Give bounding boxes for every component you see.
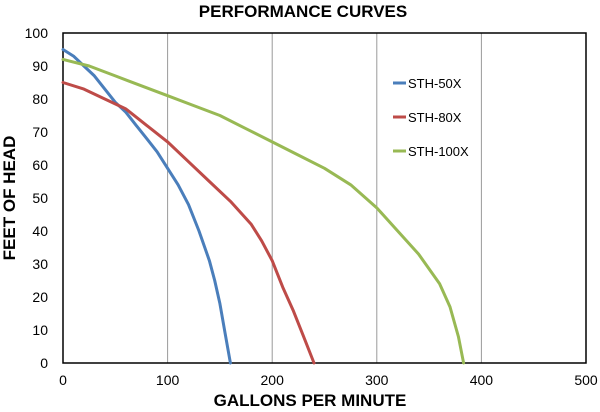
x-axis-ticks: 0 100 200 300 400 500 xyxy=(59,372,598,388)
x-tick-label: 200 xyxy=(261,372,285,388)
legend-label-sth-100x: STH-100X xyxy=(408,144,469,159)
y-tick-label: 80 xyxy=(32,91,48,107)
x-tick-label: 400 xyxy=(470,372,494,388)
legend-label-sth-50x: STH-50X xyxy=(408,76,462,91)
y-tick-label: 30 xyxy=(32,256,48,272)
series-line-sth-100x xyxy=(61,57,466,365)
y-tick-label: 20 xyxy=(32,289,48,305)
legend-label-sth-80x: STH-80X xyxy=(408,110,462,125)
x-axis-title: GALLONS PER MINUTE xyxy=(214,391,407,410)
y-tick-label: 0 xyxy=(40,355,48,371)
legend: STH-50X STH-80X STH-100X xyxy=(393,76,469,159)
chart-title: PERFORMANCE CURVES xyxy=(199,2,407,21)
y-tick-label: 90 xyxy=(32,58,48,74)
y-tick-label: 40 xyxy=(32,223,48,239)
series-lines xyxy=(61,48,466,365)
series-line-sth-50x xyxy=(61,48,232,365)
x-tick-label: 500 xyxy=(574,372,598,388)
series-line-sth-80x xyxy=(61,81,316,365)
x-tick-label: 100 xyxy=(156,372,180,388)
plot-area-frame xyxy=(62,32,587,364)
x-tick-label: 300 xyxy=(365,372,389,388)
y-axis-ticks: 0 10 20 30 40 50 60 70 80 90 100 xyxy=(25,25,49,371)
y-tick-label: 70 xyxy=(32,124,48,140)
y-axis-title: FEET OF HEAD xyxy=(0,136,19,261)
y-tick-label: 10 xyxy=(32,322,48,338)
grid-lines xyxy=(167,33,482,363)
x-tick-label: 0 xyxy=(59,372,67,388)
y-tick-label: 50 xyxy=(32,190,48,206)
y-tick-label: 100 xyxy=(25,25,49,41)
y-tick-label: 60 xyxy=(32,157,48,173)
